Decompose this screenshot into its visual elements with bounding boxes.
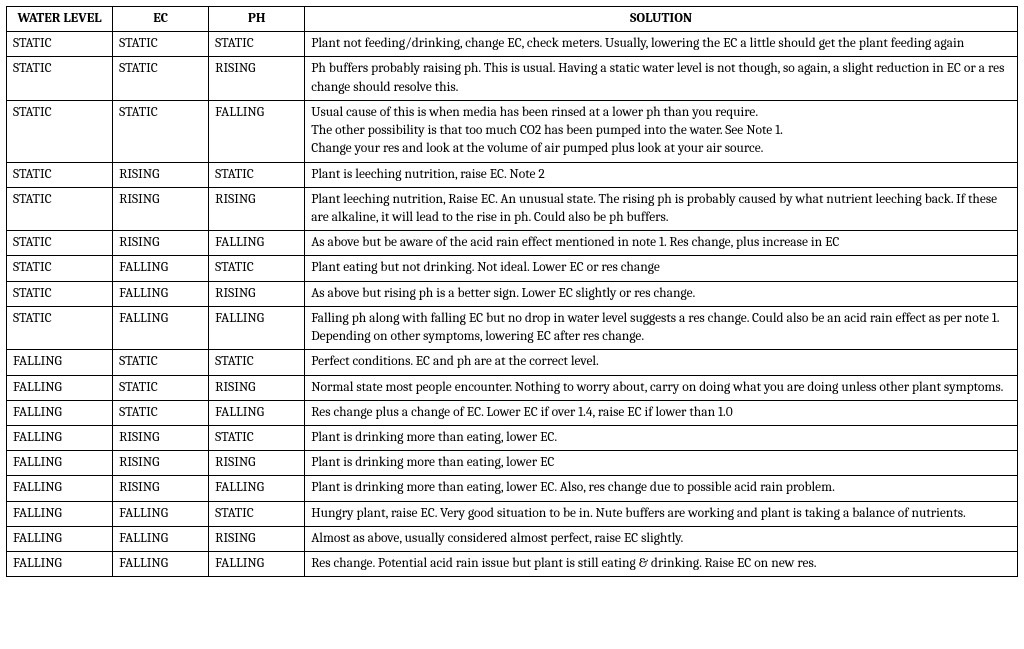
col-header-solution: SOLUTION [305,7,1018,32]
cell-ph: RISING [209,451,305,476]
cell-ph: FALLING [209,231,305,256]
cell-solution: Normal state most people encounter. Noth… [305,375,1018,400]
cell-ec: FALLING [113,526,209,551]
cell-solution: Plant is drinking more than eating, lowe… [305,425,1018,450]
cell-water_level: STATIC [7,256,113,281]
cell-solution: Plant is drinking more than eating, lowe… [305,451,1018,476]
cell-solution: Perfect conditions. EC and ph are at the… [305,350,1018,375]
cell-solution: Hungry plant, raise EC. Very good situat… [305,501,1018,526]
table-row: FALLINGFALLINGSTATICHungry plant, raise … [7,501,1018,526]
cell-solution: Plant is drinking more than eating, lowe… [305,476,1018,501]
cell-ph: RISING [209,375,305,400]
cell-solution: Plant leeching nutrition, Raise EC. An u… [305,187,1018,230]
cell-water_level: STATIC [7,187,113,230]
cell-solution: As above but be aware of the acid rain e… [305,231,1018,256]
col-header-water-level: WATER LEVEL [7,7,113,32]
table-row: FALLINGFALLINGFALLINGRes change. Potenti… [7,552,1018,577]
table-row: STATICFALLINGRISINGAs above but rising p… [7,281,1018,306]
cell-water_level: FALLING [7,526,113,551]
cell-ec: STATIC [113,32,209,57]
cell-ph: RISING [209,187,305,230]
cell-water_level: FALLING [7,476,113,501]
cell-ph: FALLING [209,552,305,577]
cell-ph: RISING [209,526,305,551]
col-header-ph: PH [209,7,305,32]
cell-water_level: FALLING [7,451,113,476]
cell-ec: RISING [113,187,209,230]
table-row: STATICSTATICSTATICPlant not feeding/drin… [7,32,1018,57]
cell-ec: FALLING [113,501,209,526]
cell-water_level: FALLING [7,375,113,400]
cell-ph: STATIC [209,501,305,526]
cell-solution: Almost as above, usually considered almo… [305,526,1018,551]
cell-ec: RISING [113,425,209,450]
cell-ec: FALLING [113,552,209,577]
table-row: FALLINGSTATICFALLINGRes change plus a ch… [7,400,1018,425]
cell-water_level: STATIC [7,231,113,256]
cell-ec: RISING [113,231,209,256]
cell-solution: Falling ph along with falling EC but no … [305,306,1018,349]
cell-ec: FALLING [113,306,209,349]
cell-ec: STATIC [113,100,209,162]
cell-ph: FALLING [209,306,305,349]
cell-ec: RISING [113,476,209,501]
table-row: FALLINGRISINGFALLINGPlant is drinking mo… [7,476,1018,501]
table-header-row: WATER LEVEL EC PH SOLUTION [7,7,1018,32]
table-row: STATICRISINGSTATICPlant is leeching nutr… [7,162,1018,187]
cell-ph: FALLING [209,476,305,501]
table-row: STATICFALLINGFALLINGFalling ph along wit… [7,306,1018,349]
table-row: STATICSTATICRISINGPh buffers probably ra… [7,57,1018,100]
cell-ph: STATIC [209,32,305,57]
cell-ec: STATIC [113,350,209,375]
cell-ph: FALLING [209,100,305,162]
cell-solution: Ph buffers probably raising ph. This is … [305,57,1018,100]
cell-water_level: STATIC [7,162,113,187]
cell-water_level: FALLING [7,425,113,450]
cell-water_level: STATIC [7,306,113,349]
cell-solution: Res change plus a change of EC. Lower EC… [305,400,1018,425]
cell-ec: RISING [113,162,209,187]
table-row: FALLINGRISINGSTATICPlant is drinking mor… [7,425,1018,450]
cell-ec: RISING [113,451,209,476]
cell-ec: STATIC [113,375,209,400]
cell-water_level: FALLING [7,501,113,526]
cell-ph: RISING [209,57,305,100]
cell-solution: Plant eating but not drinking. Not ideal… [305,256,1018,281]
cell-ph: FALLING [209,400,305,425]
table-row: FALLINGSTATICRISINGNormal state most peo… [7,375,1018,400]
table-row: FALLINGRISINGRISINGPlant is drinking mor… [7,451,1018,476]
cell-ph: STATIC [209,350,305,375]
cell-ph: RISING [209,281,305,306]
table-row: STATICRISINGRISINGPlant leeching nutriti… [7,187,1018,230]
table-row: STATICFALLINGSTATICPlant eating but not … [7,256,1018,281]
cell-water_level: STATIC [7,57,113,100]
cell-water_level: STATIC [7,100,113,162]
table-row: STATICSTATICFALLINGUsual cause of this i… [7,100,1018,162]
cell-water_level: STATIC [7,281,113,306]
cell-water_level: FALLING [7,400,113,425]
cell-solution: Res change. Potential acid rain issue bu… [305,552,1018,577]
table-body: STATICSTATICSTATICPlant not feeding/drin… [7,32,1018,577]
col-header-ec: EC [113,7,209,32]
cell-water_level: STATIC [7,32,113,57]
cell-ph: STATIC [209,425,305,450]
table-row: FALLINGSTATICSTATICPerfect conditions. E… [7,350,1018,375]
cell-solution: Plant not feeding/drinking, change EC, c… [305,32,1018,57]
cell-ec: STATIC [113,400,209,425]
cell-ec: FALLING [113,281,209,306]
cell-solution: Usual cause of this is when media has be… [305,100,1018,162]
cell-solution: Plant is leeching nutrition, raise EC. N… [305,162,1018,187]
cell-ec: FALLING [113,256,209,281]
table-row: STATICRISINGFALLINGAs above but be aware… [7,231,1018,256]
cell-ph: STATIC [209,256,305,281]
cell-water_level: FALLING [7,552,113,577]
cell-solution: As above but rising ph is a better sign.… [305,281,1018,306]
cell-ec: STATIC [113,57,209,100]
table-row: FALLINGFALLINGRISINGAlmost as above, usu… [7,526,1018,551]
cell-water_level: FALLING [7,350,113,375]
cell-ph: STATIC [209,162,305,187]
diagnostics-table: WATER LEVEL EC PH SOLUTION STATICSTATICS… [6,6,1018,577]
